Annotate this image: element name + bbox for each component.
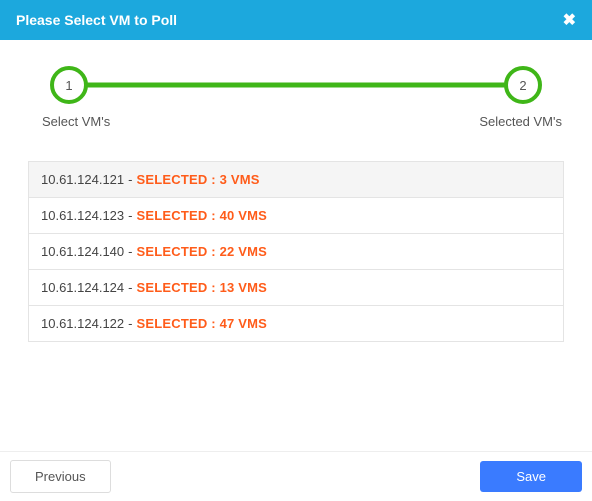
vm-row[interactable]: 10.61.124.121 - SELECTED : 3 VMS xyxy=(29,162,563,198)
vm-row[interactable]: 10.61.124.122 - SELECTED : 47 VMS xyxy=(29,306,563,341)
previous-button[interactable]: Previous xyxy=(10,460,111,493)
vm-ip: 10.61.124.124 xyxy=(41,280,124,295)
step-labels: Select VM's Selected VM's xyxy=(50,114,542,129)
stepper: 1 2 Select VM's Selected VM's xyxy=(0,40,592,137)
vm-list-container: 10.61.124.121 - SELECTED : 3 VMS10.61.12… xyxy=(0,137,592,342)
step-number: 1 xyxy=(65,78,72,93)
step-label-1: Select VM's xyxy=(42,114,110,129)
step-label-2: Selected VM's xyxy=(479,114,562,129)
vm-selected-label: SELECTED : 47 VMS xyxy=(136,316,267,331)
stepper-line xyxy=(69,83,523,88)
vm-ip: 10.61.124.121 xyxy=(41,172,124,187)
dialog-title: Please Select VM to Poll xyxy=(16,12,177,28)
vm-selected-label: SELECTED : 22 VMS xyxy=(136,244,267,259)
vm-separator: - xyxy=(128,208,132,223)
vm-separator: - xyxy=(128,280,132,295)
vm-separator: - xyxy=(128,316,132,331)
vm-row[interactable]: 10.61.124.140 - SELECTED : 22 VMS xyxy=(29,234,563,270)
vm-row[interactable]: 10.61.124.124 - SELECTED : 13 VMS xyxy=(29,270,563,306)
save-button[interactable]: Save xyxy=(480,461,582,492)
stepper-track: 1 2 xyxy=(50,66,542,104)
vm-separator: - xyxy=(128,172,132,187)
vm-selected-label: SELECTED : 40 VMS xyxy=(136,208,267,223)
vm-selected-label: SELECTED : 13 VMS xyxy=(136,280,267,295)
step-number: 2 xyxy=(519,78,526,93)
vm-list: 10.61.124.121 - SELECTED : 3 VMS10.61.12… xyxy=(28,161,564,342)
dialog-footer: Previous Save xyxy=(0,451,592,501)
vm-separator: - xyxy=(128,244,132,259)
close-icon[interactable]: ✖ xyxy=(563,10,576,30)
step-circle-2[interactable]: 2 xyxy=(504,66,542,104)
vm-selected-label: SELECTED : 3 VMS xyxy=(136,172,259,187)
step-circle-1[interactable]: 1 xyxy=(50,66,88,104)
dialog-header: Please Select VM to Poll ✖ xyxy=(0,0,592,40)
vm-ip: 10.61.124.140 xyxy=(41,244,124,259)
vm-row[interactable]: 10.61.124.123 - SELECTED : 40 VMS xyxy=(29,198,563,234)
vm-ip: 10.61.124.122 xyxy=(41,316,124,331)
vm-ip: 10.61.124.123 xyxy=(41,208,124,223)
